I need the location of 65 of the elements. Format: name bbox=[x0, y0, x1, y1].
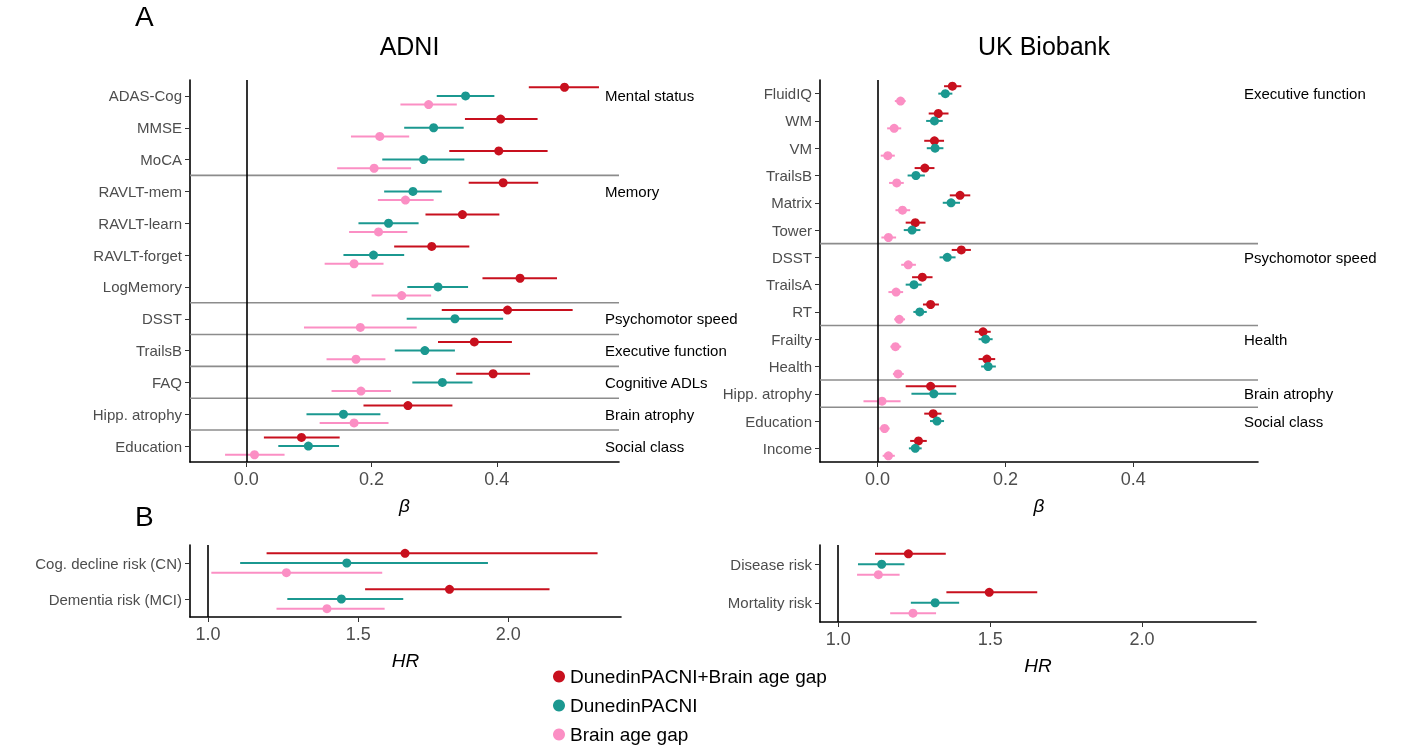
x-axis-title: β bbox=[1032, 495, 1045, 516]
y-tick-label: MoCA bbox=[140, 151, 182, 169]
y-tick-label: DSST bbox=[771, 248, 812, 266]
y-tick-label: Frailty bbox=[771, 330, 813, 348]
x-tick-label: 0.2 bbox=[359, 469, 385, 489]
legend-label: DunedinPACNI bbox=[570, 695, 698, 716]
y-tick-label: Income bbox=[762, 439, 812, 457]
y-tick-label: FAQ bbox=[151, 373, 182, 391]
y-tick-label: Cog. decline risk (CN) bbox=[35, 554, 182, 572]
y-tick-label: LogMemory bbox=[102, 278, 183, 296]
y-tick-label: FluidIQ bbox=[763, 85, 812, 103]
y-tick-label: TrailsA bbox=[765, 276, 812, 294]
y-tick-label: RAVLT-forget bbox=[93, 246, 183, 264]
annotation: Cognitive ADLs bbox=[605, 373, 708, 391]
y-tick-label: Hipp. atrophy bbox=[92, 405, 183, 423]
y-tick-label: Mortality risk bbox=[727, 594, 813, 612]
y-tick-label: WM bbox=[785, 112, 812, 130]
annotation: Social class bbox=[1244, 412, 1324, 430]
x-tick-label: 1.0 bbox=[195, 624, 221, 644]
y-tick-label: DSST bbox=[141, 310, 182, 328]
x-tick-label: 0.4 bbox=[484, 469, 510, 489]
x-tick-label: 2.0 bbox=[495, 624, 521, 644]
x-tick-label: 0.0 bbox=[865, 469, 891, 489]
y-tick-label: Hipp. atrophy bbox=[722, 385, 813, 403]
x-axis-title: HR bbox=[391, 650, 420, 671]
y-tick-label: VM bbox=[789, 139, 812, 157]
annotation: Social class bbox=[605, 437, 685, 455]
annotation: Brain atrophy bbox=[605, 405, 695, 423]
y-tick-label: RAVLT-learn bbox=[98, 214, 182, 232]
x-tick-label: 1.5 bbox=[977, 629, 1003, 649]
y-tick-label: Matrix bbox=[771, 194, 813, 212]
x-axis-title: β bbox=[398, 495, 411, 516]
x-tick-label: 0.2 bbox=[992, 469, 1018, 489]
y-tick-label: TrailsB bbox=[135, 342, 182, 360]
x-tick-label: 0.4 bbox=[1120, 469, 1146, 489]
x-tick-label: 0.0 bbox=[233, 469, 259, 489]
y-tick-label: Education bbox=[745, 412, 812, 430]
x-axis-title: HR bbox=[1024, 655, 1052, 676]
text: A bbox=[135, 0, 154, 32]
y-tick-label: ADAS-Cog bbox=[108, 87, 182, 105]
x-tick-label: 1.0 bbox=[825, 629, 851, 649]
annotation: Executive function bbox=[1244, 85, 1366, 103]
y-tick-label: Education bbox=[115, 437, 182, 455]
x-tick-label: 1.5 bbox=[345, 624, 371, 644]
x-tick-label: 2.0 bbox=[1129, 629, 1155, 649]
annotation: Memory bbox=[605, 182, 660, 200]
chart-title: ADNI bbox=[379, 31, 440, 60]
y-tick-label: RT bbox=[792, 303, 812, 321]
y-tick-label: RAVLT-mem bbox=[98, 182, 182, 200]
y-tick-label: Health bbox=[768, 358, 812, 375]
y-tick-label: Dementia risk (MCI) bbox=[48, 590, 182, 608]
annotation: Executive function bbox=[605, 342, 727, 360]
y-tick-label: Tower bbox=[771, 221, 812, 239]
legend-label: DunedinPACNI+Brain age gap bbox=[570, 666, 827, 687]
annotation: Mental status bbox=[605, 87, 695, 105]
legend-label: Brain age gap bbox=[570, 724, 689, 745]
chart-title: UK Biobank bbox=[977, 31, 1111, 60]
y-tick-label: Disease risk bbox=[730, 555, 813, 573]
annotation: Brain atrophy bbox=[1244, 385, 1334, 403]
annotation: Psychomotor speed bbox=[1244, 248, 1377, 266]
y-tick-label: TrailsB bbox=[765, 167, 812, 184]
annotation: Psychomotor speed bbox=[605, 310, 738, 328]
text: B bbox=[135, 500, 154, 532]
y-tick-label: MMSE bbox=[137, 119, 182, 137]
annotation: Health bbox=[1244, 330, 1288, 348]
